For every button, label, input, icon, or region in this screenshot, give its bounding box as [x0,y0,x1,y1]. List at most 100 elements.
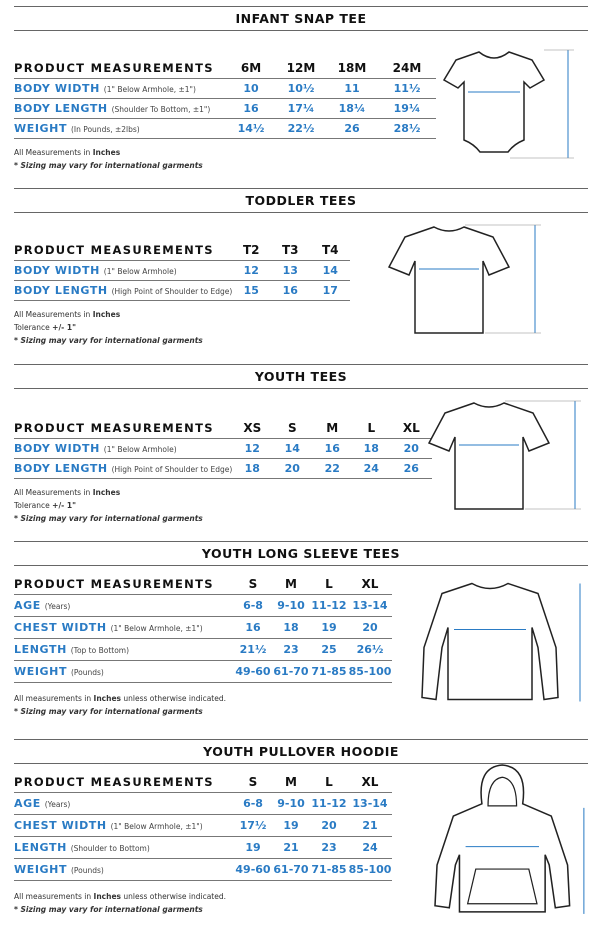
size-header: T4 [310,240,351,261]
header-label: PRODUCT MEASUREMENTS [14,418,233,439]
note-text: Inches [93,892,121,901]
cell-value: 19 [310,616,348,639]
cell-value: 85-100 [348,858,392,881]
section-infant-snap-tee: INFANT SNAP TEE PRODUCT MEASUREMENTS 6M 12M… [0,0,600,182]
note-text: +/- 1" [52,323,77,332]
note-text: Inches [92,148,121,157]
divider [14,388,588,389]
cell-value: 19 [272,814,310,837]
row-name: BODY LENGTH [14,284,108,297]
cell-value: 10½ [276,78,326,99]
cell-value: 61-70 [272,660,310,683]
row-name: AGE [14,797,41,810]
cell-value: 13 [270,260,311,281]
measurement-table: PRODUCT MEASUREMENTS T2 T3 T4 BODY WIDTH (1"… [14,240,351,301]
tee-illustration [427,400,581,510]
onesie-illustration [442,49,574,159]
note-text: * Sizing may vary for international garm… [14,161,203,170]
size-header: XL [348,772,392,793]
size-header: 6M [226,58,276,79]
row-label: BODY LENGTH (High Point of Shoulder to E… [14,458,233,479]
cell-value: 10 [226,78,276,99]
table-row: LENGTH (Top to Bottom) 21½ 23 25 26½ [14,638,392,661]
cell-value: 49-60 [234,660,272,683]
cell-value: 13-14 [348,792,392,815]
cell-value: 14 [310,260,351,281]
row-label: WEIGHT (Pounds) [14,858,234,881]
row-name: WEIGHT [14,122,68,135]
row-name: AGE [14,599,41,612]
tee-illustration [387,224,541,334]
cell-value: 61-70 [272,858,310,881]
row-subtitle: (1" Below Armhole, ±1") [110,822,203,831]
divider [14,6,588,7]
note-text: All Measurements in [14,488,93,497]
table-row: BODY LENGTH (Shoulder To Bottom, ±1") 16 1… [14,98,436,119]
table-row: BODY WIDTH (1" Below Armhole) 12 14 16 18 20 [14,438,433,459]
notes: All measurements in Inches unless otherw… [14,692,226,718]
row-name: WEIGHT [14,863,68,876]
section-youth-long-sleeve-tees: YOUTH LONG SLEEVE TEES PRODUCT MEASUREMEN… [0,535,600,733]
cell-value: 19¼ [378,98,436,119]
cell-value: 15 [232,280,271,301]
note-text: * Sizing may vary for international garm… [14,514,203,523]
size-header: XL [390,418,433,439]
cell-value: 13-14 [348,594,392,617]
row-name: LENGTH [14,841,67,854]
cell-value: 21 [272,836,310,859]
notes: All measurements in Inches unless otherw… [14,890,226,916]
section-title: INFANT SNAP TEE [235,11,367,26]
cell-value: 20 [390,438,433,459]
row-subtitle: (1" Below Armhole) [103,445,177,454]
table-row: BODY LENGTH (High Point of Shoulder to E… [14,458,433,479]
section-title: YOUTH PULLOVER HOODIE [203,744,399,759]
cell-value: 23 [310,836,348,859]
divider [14,30,588,31]
row-subtitle: (Top to Bottom) [70,646,130,655]
row-name: LENGTH [14,643,67,656]
size-header: L [352,418,391,439]
row-label: CHEST WIDTH (1" Below Armhole, ±1") [14,814,234,837]
header-label: PRODUCT MEASUREMENTS [14,772,234,793]
note-line: Tolerance +/- 1" [14,499,203,512]
section-title: YOUTH LONG SLEEVE TEES [201,546,401,561]
row-subtitle: (1" Below Armhole, ±1") [110,624,203,633]
cell-value: 26½ [348,638,392,661]
cell-value: 24 [352,458,391,479]
cell-value: 14 [272,438,313,459]
cell-value: 22½ [276,118,326,139]
note-text: Inches [92,310,121,319]
note-text: unless otherwise indicated. [121,892,226,901]
size-header: XS [232,418,273,439]
row-label: AGE (Years) [14,594,234,617]
cell-value: 18 [352,438,391,459]
note-text: +/- 1" [52,501,77,510]
row-name: CHEST WIDTH [14,819,107,832]
cell-value: 71-85 [310,858,348,881]
notes: All Measurements in Inches Tolerance +/- … [14,486,203,525]
cell-value: 21½ [234,638,272,661]
note-line: * Sizing may vary for international garm… [14,903,226,916]
note-text: Inches [93,694,121,703]
divider [14,739,588,740]
section-youth-tees: YOUTH TEES PRODUCT MEASUREMENTS XS S M L XL BOD… [0,358,600,535]
row-label: BODY WIDTH (1" Below Armhole) [14,438,233,459]
row-label: LENGTH (Top to Bottom) [14,638,234,661]
size-header: T3 [270,240,311,261]
note-text: All Measurements in [14,310,93,319]
header-label: PRODUCT MEASUREMENTS [14,240,233,261]
note-text: All measurements in [14,694,94,703]
table-row: LENGTH (Shoulder to Bottom) 19 21 23 24 [14,836,392,859]
table-row: AGE (Years) 6-8 9-10 11-12 13-14 [14,594,392,617]
row-subtitle: (Pounds) [70,668,104,677]
hoodie-illustration [434,764,585,914]
note-line: * Sizing may vary for international garm… [14,159,203,172]
header-label: PRODUCT MEASUREMENTS [14,574,234,595]
row-name: WEIGHT [14,665,68,678]
divider [14,763,588,764]
cell-value: 12 [232,260,271,281]
size-header: XL [348,574,392,595]
table-header-row: PRODUCT MEASUREMENTS S M L XL [14,574,392,595]
cell-value: 14½ [226,118,276,139]
row-label: BODY WIDTH (1" Below Armhole, ±1") [14,78,226,99]
